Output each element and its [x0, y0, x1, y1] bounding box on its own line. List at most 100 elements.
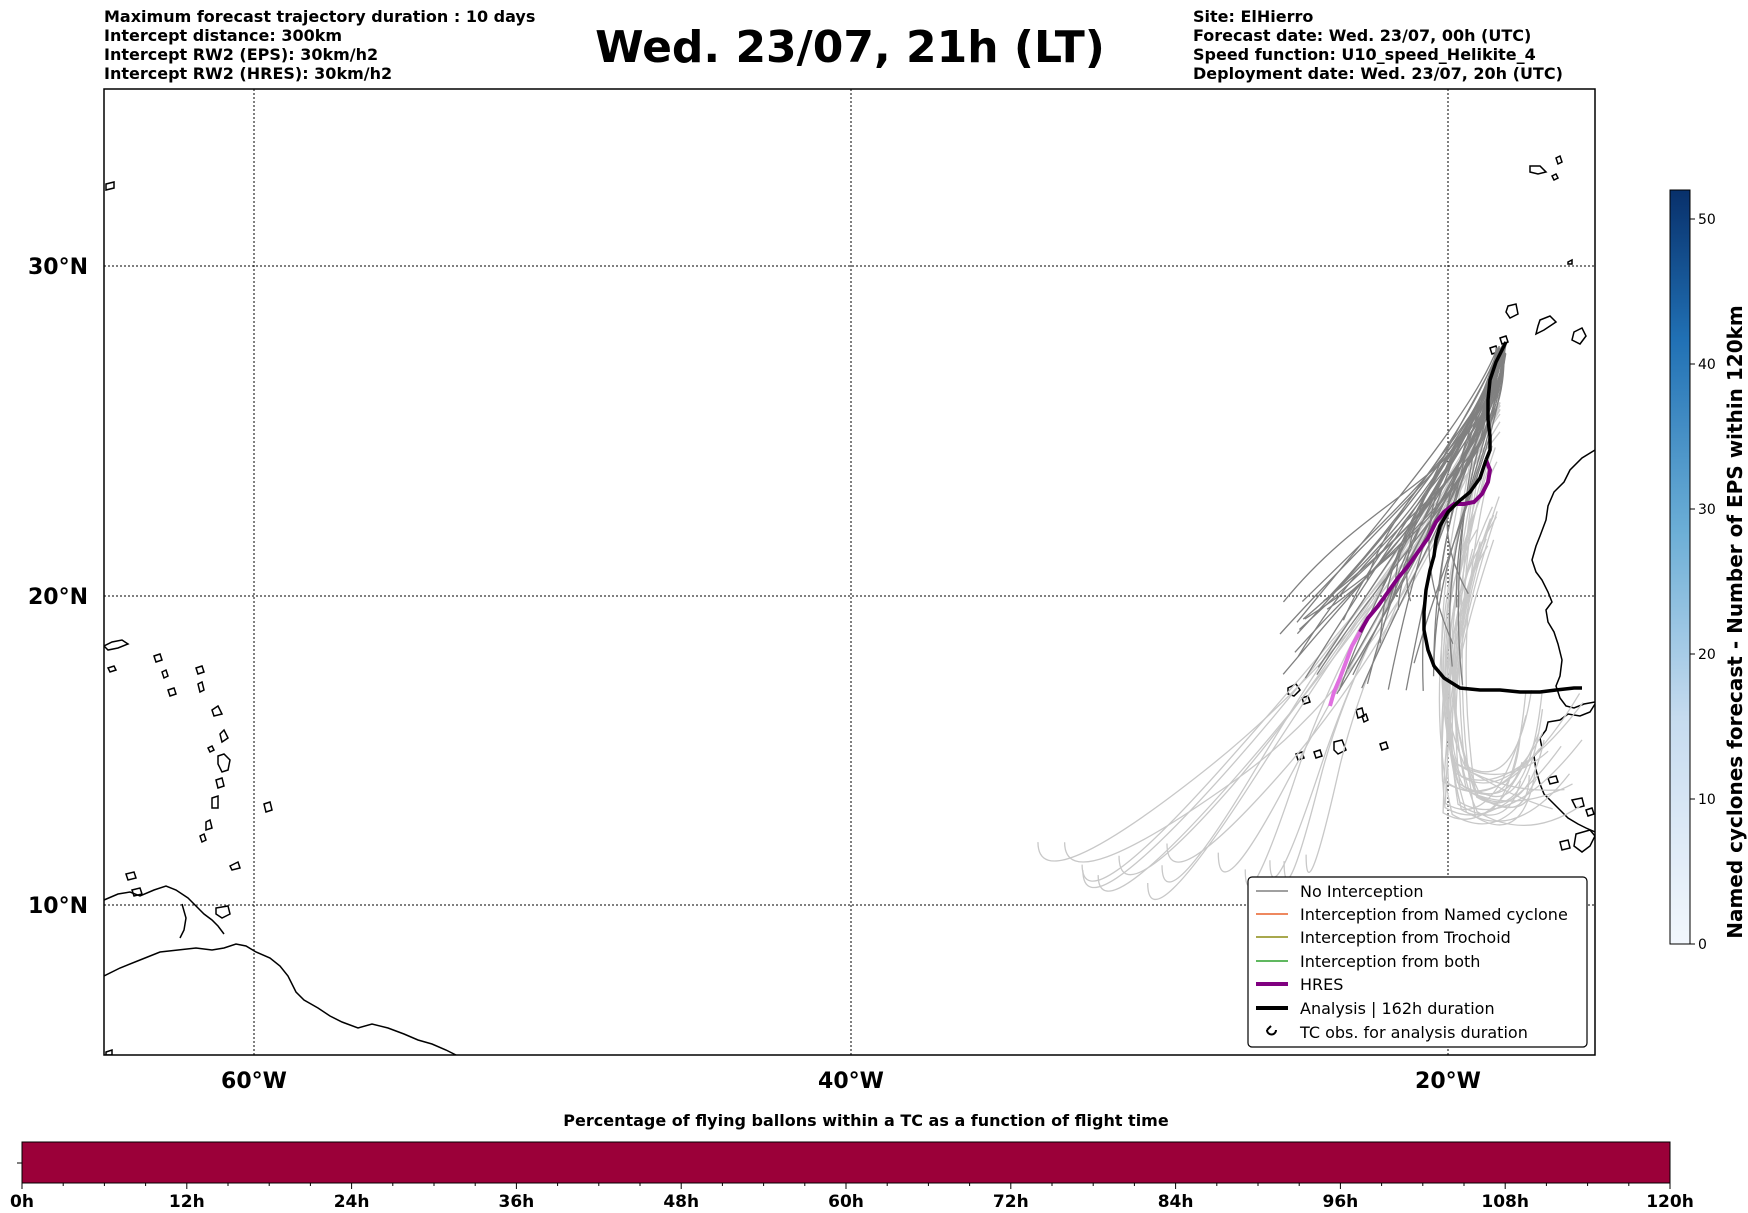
- ensemble-trajectory: [1438, 476, 1537, 825]
- time-bar-major-ticks: 0h 12h 24h 36h 48h 60h 72h 84h 96h 108h 120h: [10, 1183, 1694, 1212]
- coastline-island: [1571, 326, 1587, 345]
- legend-label: HRES: [1300, 975, 1343, 994]
- ensemble-trajectory: [1361, 346, 1500, 689]
- header-left-line: Intercept RW2 (HRES): 30km/h2: [104, 64, 393, 83]
- time-bar-title: Percentage of flying ballons within a TC…: [563, 1111, 1169, 1130]
- coastline-island: [1573, 829, 1595, 853]
- coastline-island: [1585, 807, 1595, 817]
- lat-label: 20°N: [28, 585, 88, 610]
- tc-symbol-icon: [1266, 1025, 1277, 1036]
- colorbar-tick-label: 20: [1698, 647, 1716, 663]
- legend-box: [1247, 876, 1588, 1048]
- coastline-island: [195, 665, 205, 675]
- time-bar-tick-label: 108h: [1481, 1192, 1529, 1212]
- colorbar-label: Named cyclones forecast - Number of EPS …: [1723, 305, 1747, 939]
- legend-item: TC obs. for analysis duration: [1266, 1023, 1528, 1042]
- coastline-island: [1567, 258, 1573, 265]
- coastline-island: [215, 777, 225, 789]
- ensemble-trajectory: [1465, 477, 1545, 803]
- ensemble-trajectory: [1432, 346, 1504, 677]
- hres-trajectory-late: [1328, 631, 1362, 707]
- coastline-island: [131, 887, 143, 897]
- time-bar-tick-label: 60h: [828, 1192, 864, 1212]
- analysis-trajectory-top: [1484, 341, 1508, 461]
- ensemble-trajectory: [1297, 347, 1505, 657]
- lat-axis: 30°N 20°N 10°N: [28, 255, 88, 919]
- coastline-island: [1505, 303, 1519, 319]
- legend-item: Interception from both: [1256, 952, 1480, 971]
- legend-label: Interception from both: [1300, 952, 1480, 971]
- ensemble-trajectory: [1294, 346, 1503, 653]
- ensemble-trajectory: [1452, 545, 1544, 804]
- header-left-line: Intercept distance: 300km: [104, 26, 343, 45]
- coastline-island: [1499, 335, 1509, 345]
- coastline-island: [1550, 172, 1560, 182]
- coastline-island: [104, 639, 130, 651]
- time-bar-tick-label: 48h: [663, 1192, 699, 1212]
- coastline-island: [1570, 797, 1585, 809]
- coastline-island: [211, 704, 224, 717]
- legend-label: No Interception: [1300, 882, 1424, 901]
- coastline-island: [105, 181, 115, 191]
- legend: No Interception Interception from Named …: [1247, 876, 1588, 1048]
- ensemble-trajectory: [1166, 402, 1501, 863]
- lon-label: 60°W: [221, 1069, 287, 1094]
- coastline-island: [1295, 751, 1305, 761]
- time-bar-tick-label: 24h: [334, 1192, 370, 1212]
- coastline-island: [205, 818, 213, 832]
- legend-label: TC obs. for analysis duration: [1299, 1023, 1528, 1042]
- colorbar-tick-label: 0: [1698, 937, 1707, 953]
- header-right-line: Site: ElHierro: [1193, 7, 1314, 26]
- legend-item: HRES: [1256, 975, 1343, 994]
- coastline-island: [1333, 739, 1347, 755]
- coastline-south-america: [104, 943, 457, 1055]
- colorbar-ticks: 0 10 20 30 40 50: [1690, 212, 1716, 953]
- coastlines: [104, 154, 1595, 1055]
- coastline-island: [153, 653, 163, 663]
- legend-item: Interception from Named cyclone: [1256, 905, 1568, 924]
- header-right-line: Deployment date: Wed. 23/07, 20h (UTC): [1193, 64, 1563, 83]
- time-bar-tick-label: 96h: [1323, 1192, 1359, 1212]
- coastline-island: [219, 728, 229, 744]
- header-right-line: Forecast date: Wed. 23/07, 00h (UTC): [1193, 26, 1532, 45]
- time-bar-tick-label: 84h: [1158, 1192, 1194, 1212]
- ensemble-trajectory: [1458, 465, 1533, 773]
- lat-label: 10°N: [28, 894, 88, 919]
- header-left-line: Intercept RW2 (EPS): 30km/h2: [104, 45, 379, 64]
- highlighted-trajectories: [1328, 341, 1582, 707]
- coastline-island: [228, 860, 241, 871]
- coastline-island: [1534, 315, 1558, 336]
- time-bar-tick-label: 120h: [1646, 1192, 1694, 1212]
- ensemble-trajectory: [1461, 457, 1537, 826]
- colorbar-tick-label: 30: [1698, 502, 1716, 518]
- hres-trajectory: [1358, 459, 1493, 633]
- colorbar-tick-label: 10: [1698, 792, 1716, 808]
- legend-item: Analysis | 162h duration: [1256, 999, 1495, 1018]
- ensemble-trajectory: [1452, 445, 1581, 827]
- coastline-island: [167, 687, 177, 697]
- legend-label: Interception from Named cyclone: [1300, 905, 1568, 924]
- coastline-island: [217, 753, 231, 773]
- lon-label: 20°W: [1415, 1069, 1481, 1094]
- ensemble-trajectory: [1451, 539, 1565, 791]
- time-bar-tick-label: 36h: [499, 1192, 535, 1212]
- colorbar-gradient: [1669, 189, 1691, 945]
- lon-label: 40°W: [818, 1069, 884, 1094]
- ensemble-trajectory: [1444, 543, 1527, 811]
- time-bar-tick-label: 12h: [169, 1192, 205, 1212]
- coastline-lake: [179, 903, 187, 939]
- colorbar-tick-label: 50: [1698, 212, 1716, 228]
- ensemble-trajectory: [1147, 413, 1501, 901]
- time-bar: Percentage of flying ballons within a TC…: [10, 1111, 1694, 1212]
- coastline-island: [106, 665, 118, 673]
- coastline-island: [1529, 165, 1548, 175]
- time-bar-minor-ticks: [62, 1183, 1630, 1186]
- page-title: Wed. 23/07, 21h (LT): [595, 22, 1105, 73]
- header-left: Maximum forecast trajectory duration : 1…: [104, 7, 535, 83]
- coastline-island: [215, 905, 231, 919]
- coastline-island: [161, 668, 169, 680]
- legend-label: Interception from Trochoid: [1300, 928, 1511, 947]
- ensemble-trajectory: [1118, 388, 1501, 876]
- lon-axis: 60°W 40°W 20°W: [221, 1069, 1481, 1094]
- analysis-trajectory: [1422, 459, 1582, 694]
